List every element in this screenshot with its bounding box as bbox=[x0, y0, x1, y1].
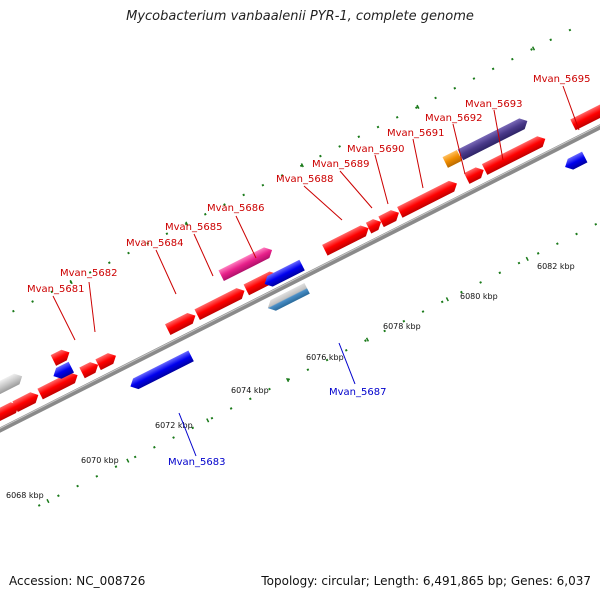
tick-label-6080: 6080 kbp bbox=[460, 292, 498, 301]
gene-arrow[interactable] bbox=[481, 134, 548, 175]
gene-arrow[interactable] bbox=[464, 165, 486, 184]
gene-label-mvan-5689[interactable]: Mvan_5689 bbox=[312, 159, 369, 170]
tick-label-6082: 6082 kbp bbox=[537, 262, 575, 271]
tick-label-6076: 6076 kbp bbox=[306, 353, 344, 362]
gene-arrow[interactable] bbox=[95, 350, 118, 371]
scale-labels: 6068 kbp 6070 kbp 6072 kbp 6074 kbp 6076… bbox=[6, 262, 575, 500]
gene-arrow-reverse[interactable] bbox=[262, 259, 305, 290]
tick-label-6078: 6078 kbp bbox=[383, 322, 421, 331]
accession-text: Accession: NC_008726 bbox=[9, 574, 146, 588]
gene-arrow[interactable] bbox=[457, 116, 530, 161]
gene-arrow[interactable] bbox=[79, 359, 100, 379]
gene-arrow[interactable] bbox=[218, 245, 274, 282]
gene-block-orange[interactable] bbox=[442, 149, 463, 168]
gene-arrow[interactable] bbox=[570, 94, 600, 131]
gene-arrow-reverse[interactable] bbox=[51, 361, 75, 382]
gene-label-mvan-5683[interactable]: Mvan_5683 bbox=[168, 457, 225, 468]
gene-label-mvan-5690[interactable]: Mvan_5690 bbox=[347, 144, 404, 155]
gene-arrow[interactable] bbox=[397, 178, 460, 218]
gene-arrow-reverse[interactable] bbox=[128, 350, 194, 392]
gene-arrow[interactable] bbox=[322, 223, 371, 256]
reverse-gene-track bbox=[51, 151, 588, 392]
genome-summary-text: Topology: circular; Length: 6,491,865 bp… bbox=[261, 574, 591, 588]
genome-backbone bbox=[0, 107, 600, 437]
tick-label-6068: 6068 kbp bbox=[6, 491, 44, 500]
gene-arrow[interactable] bbox=[0, 400, 21, 428]
lower-scale-ticks bbox=[37, 188, 600, 507]
reverse-gene-labels: Mvan_5683 Mvan_5687 bbox=[168, 342, 386, 468]
gene-arrow[interactable] bbox=[50, 347, 72, 366]
gene-label-mvan-5681[interactable]: Mvan_5681 bbox=[27, 284, 84, 295]
map-title: Mycobacterium vanbaalenii PYR-1, complet… bbox=[126, 9, 474, 24]
gene-arrow[interactable] bbox=[194, 285, 247, 321]
gene-arrow[interactable] bbox=[365, 216, 384, 234]
gene-arrow[interactable] bbox=[12, 390, 41, 413]
gene-label-mvan-5688[interactable]: Mvan_5688 bbox=[276, 174, 333, 185]
gene-arrow-gray[interactable] bbox=[0, 371, 25, 395]
gene-label-mvan-5692[interactable]: Mvan_5692 bbox=[425, 113, 482, 124]
gene-arrow[interactable] bbox=[37, 370, 80, 400]
gene-label-mvan-5695[interactable]: Mvan_5695 bbox=[533, 74, 590, 85]
tick-label-6070: 6070 kbp bbox=[81, 456, 119, 465]
forward-gene-labels: Mvan_5681 Mvan_5682 Mvan_5684 Mvan_5685 … bbox=[27, 74, 590, 341]
gene-label-mvan-5682[interactable]: Mvan_5682 bbox=[60, 268, 117, 279]
gene-arrow-reverse[interactable] bbox=[562, 151, 588, 173]
forward-gene-track bbox=[0, 94, 600, 428]
gene-label-mvan-5693[interactable]: Mvan_5693 bbox=[465, 99, 522, 110]
tick-label-6074: 6074 kbp bbox=[231, 386, 269, 395]
gene-label-mvan-5687[interactable]: Mvan_5687 bbox=[329, 387, 386, 398]
gene-label-mvan-5691[interactable]: Mvan_5691 bbox=[387, 128, 444, 139]
gene-arrow[interactable] bbox=[165, 310, 198, 335]
gene-label-mvan-5686[interactable]: Mvan_5686 bbox=[207, 203, 264, 214]
gene-label-mvan-5684[interactable]: Mvan_5684 bbox=[126, 238, 183, 249]
gene-label-mvan-5685[interactable]: Mvan_5685 bbox=[165, 222, 222, 233]
tick-label-6072: 6072 kbp bbox=[155, 421, 193, 430]
gene-arrow[interactable] bbox=[378, 207, 401, 228]
gene-arrow-reverse[interactable] bbox=[265, 282, 310, 314]
